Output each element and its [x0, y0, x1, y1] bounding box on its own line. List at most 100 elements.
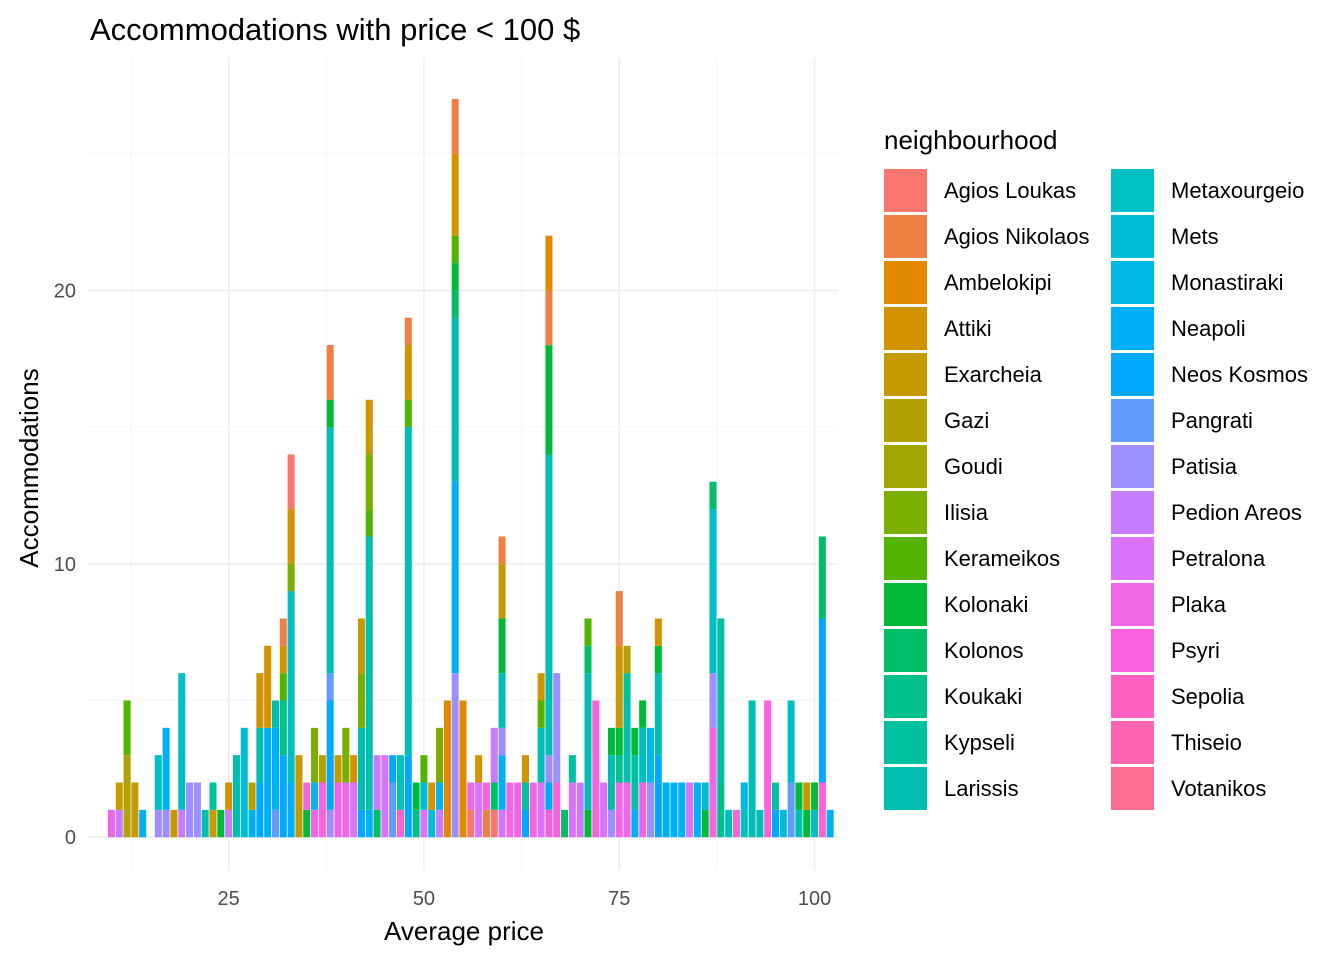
legend-key — [1111, 767, 1154, 810]
bar-segment — [646, 727, 655, 783]
bar-segment — [350, 755, 358, 783]
bar-segment — [576, 782, 584, 838]
bar-segment — [686, 782, 694, 838]
bar-segment — [795, 809, 803, 838]
bar-segment — [709, 481, 717, 510]
legend-label: Pangrati — [1171, 408, 1253, 433]
legend-key — [884, 675, 927, 718]
bar-segment — [412, 782, 420, 810]
legend-label: Neapoli — [1171, 316, 1246, 341]
bar-segment — [623, 782, 631, 838]
bar-segment — [279, 673, 287, 701]
bar-segment — [451, 317, 459, 482]
bar-segment — [779, 809, 787, 838]
bar-segment — [553, 673, 561, 783]
bar-segment — [326, 809, 334, 838]
bar-segment — [482, 809, 490, 838]
legend-key — [1111, 353, 1154, 396]
bar-segment — [279, 645, 287, 674]
bar-segment — [178, 809, 186, 838]
bar-segment — [631, 809, 639, 838]
legend-key — [1111, 675, 1154, 718]
bar-segment — [764, 700, 772, 838]
bar-segment — [475, 755, 483, 783]
bar-segment — [123, 700, 131, 756]
bar-segment — [107, 809, 115, 838]
bar-segment — [115, 782, 123, 810]
bar-segment — [420, 755, 428, 783]
legend-label: Exarcheia — [944, 362, 1043, 387]
bar-segment — [701, 782, 709, 810]
bar-segment — [607, 755, 615, 810]
bar-segment — [334, 782, 342, 838]
bar-segment — [545, 755, 553, 783]
legend-label: Patisia — [1171, 454, 1238, 479]
grid-lines — [88, 58, 838, 870]
legend-label: Ilisia — [944, 500, 989, 525]
bar-segment — [381, 755, 389, 838]
bar-segment — [811, 809, 819, 838]
bar-segment — [404, 345, 412, 400]
bar-segment — [287, 782, 295, 838]
bar-segment — [303, 809, 311, 838]
legend-key — [884, 537, 927, 580]
bar-segment — [365, 399, 373, 428]
bar-segment — [545, 345, 553, 455]
bar-segment — [568, 755, 576, 783]
legend-label: Kolonos — [944, 638, 1024, 663]
bar-segment — [467, 809, 475, 838]
bar-segment — [568, 782, 576, 838]
bar-segment — [639, 727, 647, 783]
bar-segment — [311, 782, 319, 810]
bar-segment — [623, 645, 631, 674]
bar-segment — [404, 427, 412, 756]
bar-segment — [451, 290, 459, 318]
bar-segment — [357, 618, 365, 674]
bar-segment — [342, 782, 350, 838]
bar-segment — [646, 782, 655, 838]
bar-segment — [154, 809, 162, 838]
bar-segment — [740, 782, 748, 810]
legend-label: Ambelokipi — [944, 270, 1052, 295]
bar-segment — [436, 809, 444, 838]
bar-segment — [287, 509, 295, 564]
bar-segment — [545, 235, 553, 291]
bar-segment — [451, 481, 459, 674]
bar-segment — [545, 782, 553, 810]
bar-segment — [521, 755, 530, 783]
bar-segment — [545, 290, 553, 346]
legend-key — [1111, 721, 1154, 764]
legend-key — [1111, 261, 1154, 304]
bar-segment — [420, 809, 428, 838]
legend-key — [1111, 629, 1154, 672]
bar-segment — [701, 809, 709, 838]
bar-segment — [787, 700, 795, 783]
bar-segment — [139, 809, 147, 838]
y-tick-label: 0 — [65, 827, 76, 849]
chart-title: Accommodations with price < 100 $ — [90, 12, 580, 47]
bar-segment — [678, 782, 686, 838]
legend-label: Thiseio — [1171, 730, 1242, 755]
bar-segment — [498, 727, 506, 756]
bar-segment — [654, 755, 662, 838]
bar-segment — [240, 727, 248, 838]
bar-segment — [631, 755, 639, 810]
bar-segment — [186, 782, 194, 838]
bar-segment — [436, 727, 444, 783]
bar-segment — [256, 673, 264, 728]
bar-segment — [357, 673, 365, 728]
bar-segment — [162, 809, 170, 838]
bar-segment — [709, 673, 717, 728]
legend-key — [884, 583, 927, 626]
bar-segment — [584, 809, 592, 838]
bar-segment — [490, 782, 498, 810]
bar-segment — [436, 782, 444, 810]
bar-segment — [295, 755, 303, 838]
bar-segment — [248, 809, 256, 838]
bar-segment — [404, 399, 412, 428]
bar-segment — [131, 782, 139, 838]
bar-segment — [451, 263, 459, 291]
bar-segment — [303, 782, 311, 810]
bar-segment — [326, 345, 334, 400]
bar-segment — [428, 809, 436, 838]
